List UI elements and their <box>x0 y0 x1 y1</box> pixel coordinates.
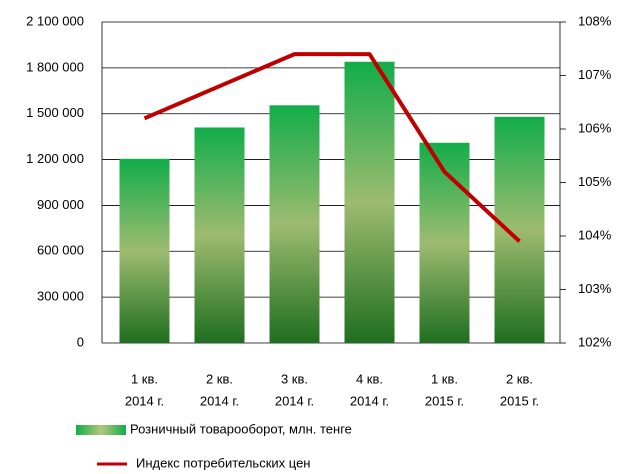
x-tick-label: 1 кв. <box>431 371 458 386</box>
x-tick-label: 2014 г. <box>125 393 164 408</box>
y-tick-label: 2 100 000 <box>26 13 84 28</box>
x-tick-label: 2 кв. <box>206 371 233 386</box>
bar <box>494 116 545 344</box>
bar <box>194 127 245 343</box>
y2-tick-label: 103% <box>578 281 612 296</box>
y2-tick-label: 105% <box>578 174 612 189</box>
y2-tick-label: 102% <box>578 334 612 349</box>
x-tick-label: 2014 г. <box>200 393 239 408</box>
y2-tick-label: 104% <box>578 227 612 242</box>
legend-label: Индекс потребительских цен <box>136 455 310 470</box>
bar <box>419 142 470 343</box>
bar <box>344 61 395 343</box>
x-tick-label: 2014 г. <box>350 393 389 408</box>
bar <box>269 105 320 343</box>
y-tick-label: 1 800 000 <box>26 59 84 74</box>
x-tick-label: 2015 г. <box>425 393 464 408</box>
x-tick-label: 3 кв. <box>281 371 308 386</box>
y-tick-label: 0 <box>77 334 84 349</box>
y2-tick-label: 108% <box>578 13 612 28</box>
x-tick-label: 4 кв. <box>356 371 383 386</box>
y2-tick-label: 106% <box>578 120 612 135</box>
x-tick-label: 2014 г. <box>275 393 314 408</box>
x-tick-label: 1 кв. <box>131 371 158 386</box>
y-tick-label: 300 000 <box>37 289 84 304</box>
bar <box>119 158 170 343</box>
x-tick-label: 2015 г. <box>500 393 539 408</box>
y-tick-label: 1 200 000 <box>26 151 84 166</box>
x-tick-label: 2 кв. <box>506 371 533 386</box>
y2-tick-label: 107% <box>578 67 612 82</box>
line <box>143 52 521 243</box>
y-tick-label: 600 000 <box>37 243 84 258</box>
y-tick-label: 900 000 <box>37 197 84 212</box>
legend-swatch <box>76 425 126 435</box>
legend-label: Розничный товарооборот, млн. тенге <box>130 421 352 436</box>
y-tick-label: 1 500 000 <box>26 105 84 120</box>
